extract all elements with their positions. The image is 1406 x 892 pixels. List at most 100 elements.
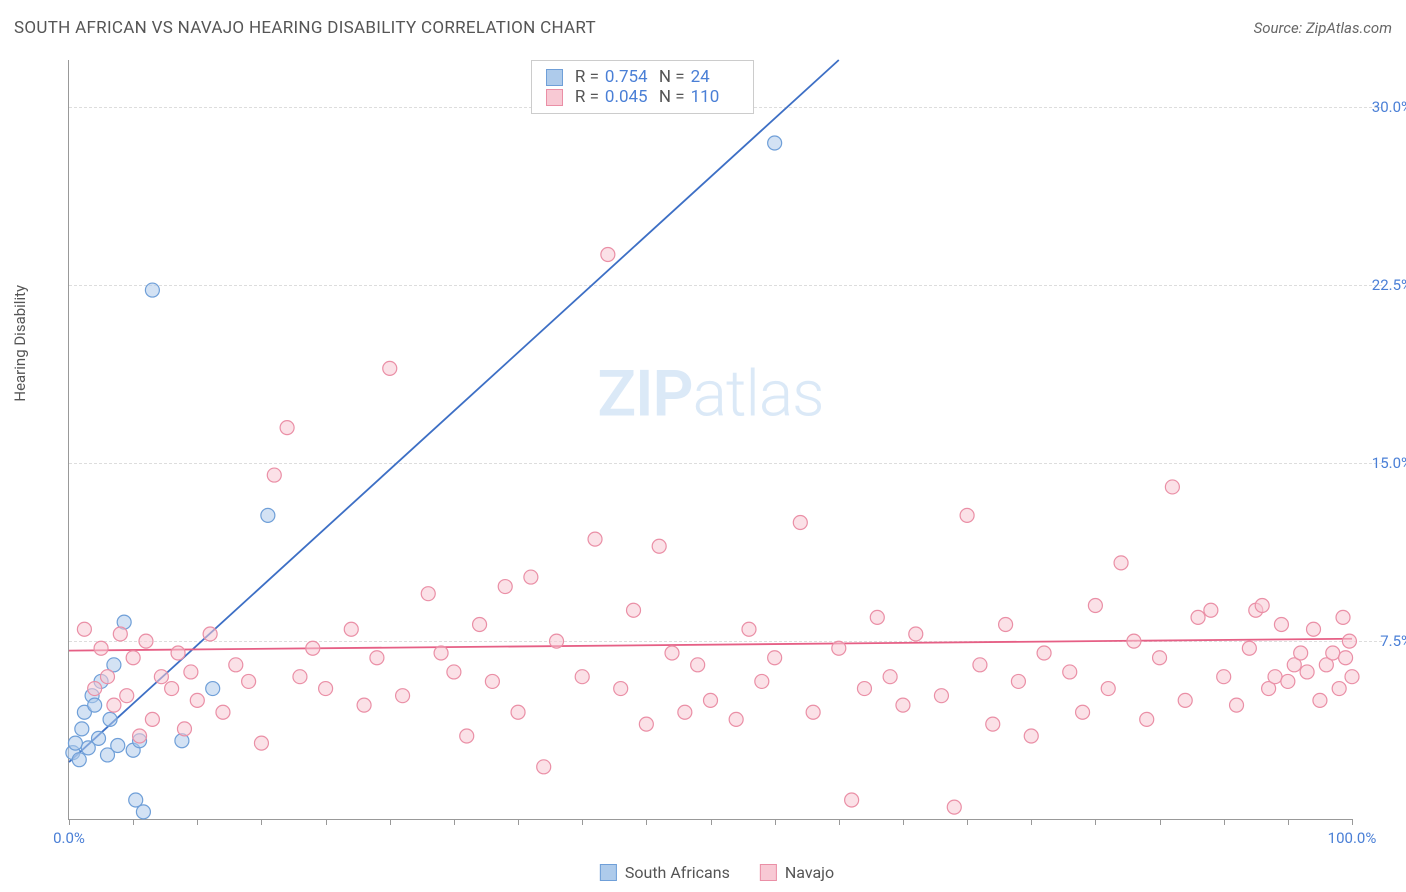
data-point [107,698,121,712]
data-point [575,670,589,684]
data-point [1191,610,1205,624]
data-point [165,682,179,696]
x-tick [582,819,583,825]
data-point [845,793,859,807]
data-point [75,722,89,736]
data-point [92,731,106,745]
x-tick [839,819,840,825]
data-point [1300,665,1314,679]
data-point [614,682,628,696]
data-point [678,705,692,719]
data-point [627,603,641,617]
data-point [1326,646,1340,660]
data-point [177,722,191,736]
data-point [691,658,705,672]
data-point [113,627,127,641]
data-point [999,618,1013,632]
data-point [344,622,358,636]
data-point [88,682,102,696]
data-point [537,760,551,774]
data-point [206,682,220,696]
data-point [1281,674,1295,688]
data-point [1178,693,1192,707]
x-tick [133,819,134,825]
data-point [1114,556,1128,570]
stat-swatch-series-1 [546,89,563,106]
stat-swatch-series-0 [546,69,563,86]
data-point [947,800,961,814]
x-tick [326,819,327,825]
r-value-series-1: 0.045 [605,87,653,107]
chart-container: Hearing Disability ZIPatlas 7.5%15.0%22.… [50,50,1384,852]
data-point [1088,599,1102,613]
data-point [704,693,718,707]
data-point [100,670,114,684]
x-tick [711,819,712,825]
data-point [396,689,410,703]
chart-title: SOUTH AFRICAN VS NAVAJO HEARING DISABILI… [14,18,596,38]
y-tick-label: 7.5% [1357,632,1406,650]
x-tick [1160,819,1161,825]
data-point [832,641,846,655]
y-tick-label: 15.0% [1357,454,1406,472]
data-point [103,712,117,726]
data-point [229,658,243,672]
data-point [216,705,230,719]
x-tick [454,819,455,825]
x-tick [390,819,391,825]
data-point [1165,480,1179,494]
data-point [421,587,435,601]
data-point [242,674,256,688]
data-point [870,610,884,624]
data-point [1101,682,1115,696]
data-point [1342,634,1356,648]
x-tick [261,819,262,825]
data-point [1332,682,1346,696]
x-tick [1288,819,1289,825]
x-tick [1352,819,1353,825]
r-label: R = [575,87,599,107]
data-point [639,717,653,731]
x-tick [1031,819,1032,825]
n-label: N = [659,67,685,87]
y-axis-label: Hearing Disability [11,285,29,402]
data-point [267,468,281,482]
data-point [601,247,615,261]
data-point [1242,641,1256,655]
data-point [665,646,679,660]
data-point [88,698,102,712]
data-point [1217,670,1231,684]
data-point [1230,698,1244,712]
data-point [729,712,743,726]
data-point [293,670,307,684]
data-point [154,670,168,684]
data-point [1063,665,1077,679]
data-point [77,622,91,636]
data-point [370,651,384,665]
data-point [485,674,499,688]
data-point [145,283,159,297]
legend-label-0: South Africans [625,863,730,882]
data-point [1153,651,1167,665]
legend-label-1: Navajo [785,863,834,882]
data-point [960,508,974,522]
chart-header: SOUTH AFRICAN VS NAVAJO HEARING DISABILI… [14,18,1392,38]
x-tick [518,819,519,825]
correlation-stat-box: R = 0.754 N = 24 R = 0.045 N = 110 [531,60,754,114]
data-point [1313,693,1327,707]
x-tick [197,819,198,825]
data-point [909,627,923,641]
data-point [550,634,564,648]
data-point [1037,646,1051,660]
x-tick [903,819,904,825]
legend-item-1: Navajo [760,863,834,882]
data-point [1140,712,1154,726]
data-point [934,689,948,703]
data-point [742,622,756,636]
x-tick-label: 0.0% [53,829,85,847]
data-point [126,651,140,665]
x-tick [967,819,968,825]
r-label: R = [575,67,599,87]
x-tick [646,819,647,825]
data-point [768,136,782,150]
